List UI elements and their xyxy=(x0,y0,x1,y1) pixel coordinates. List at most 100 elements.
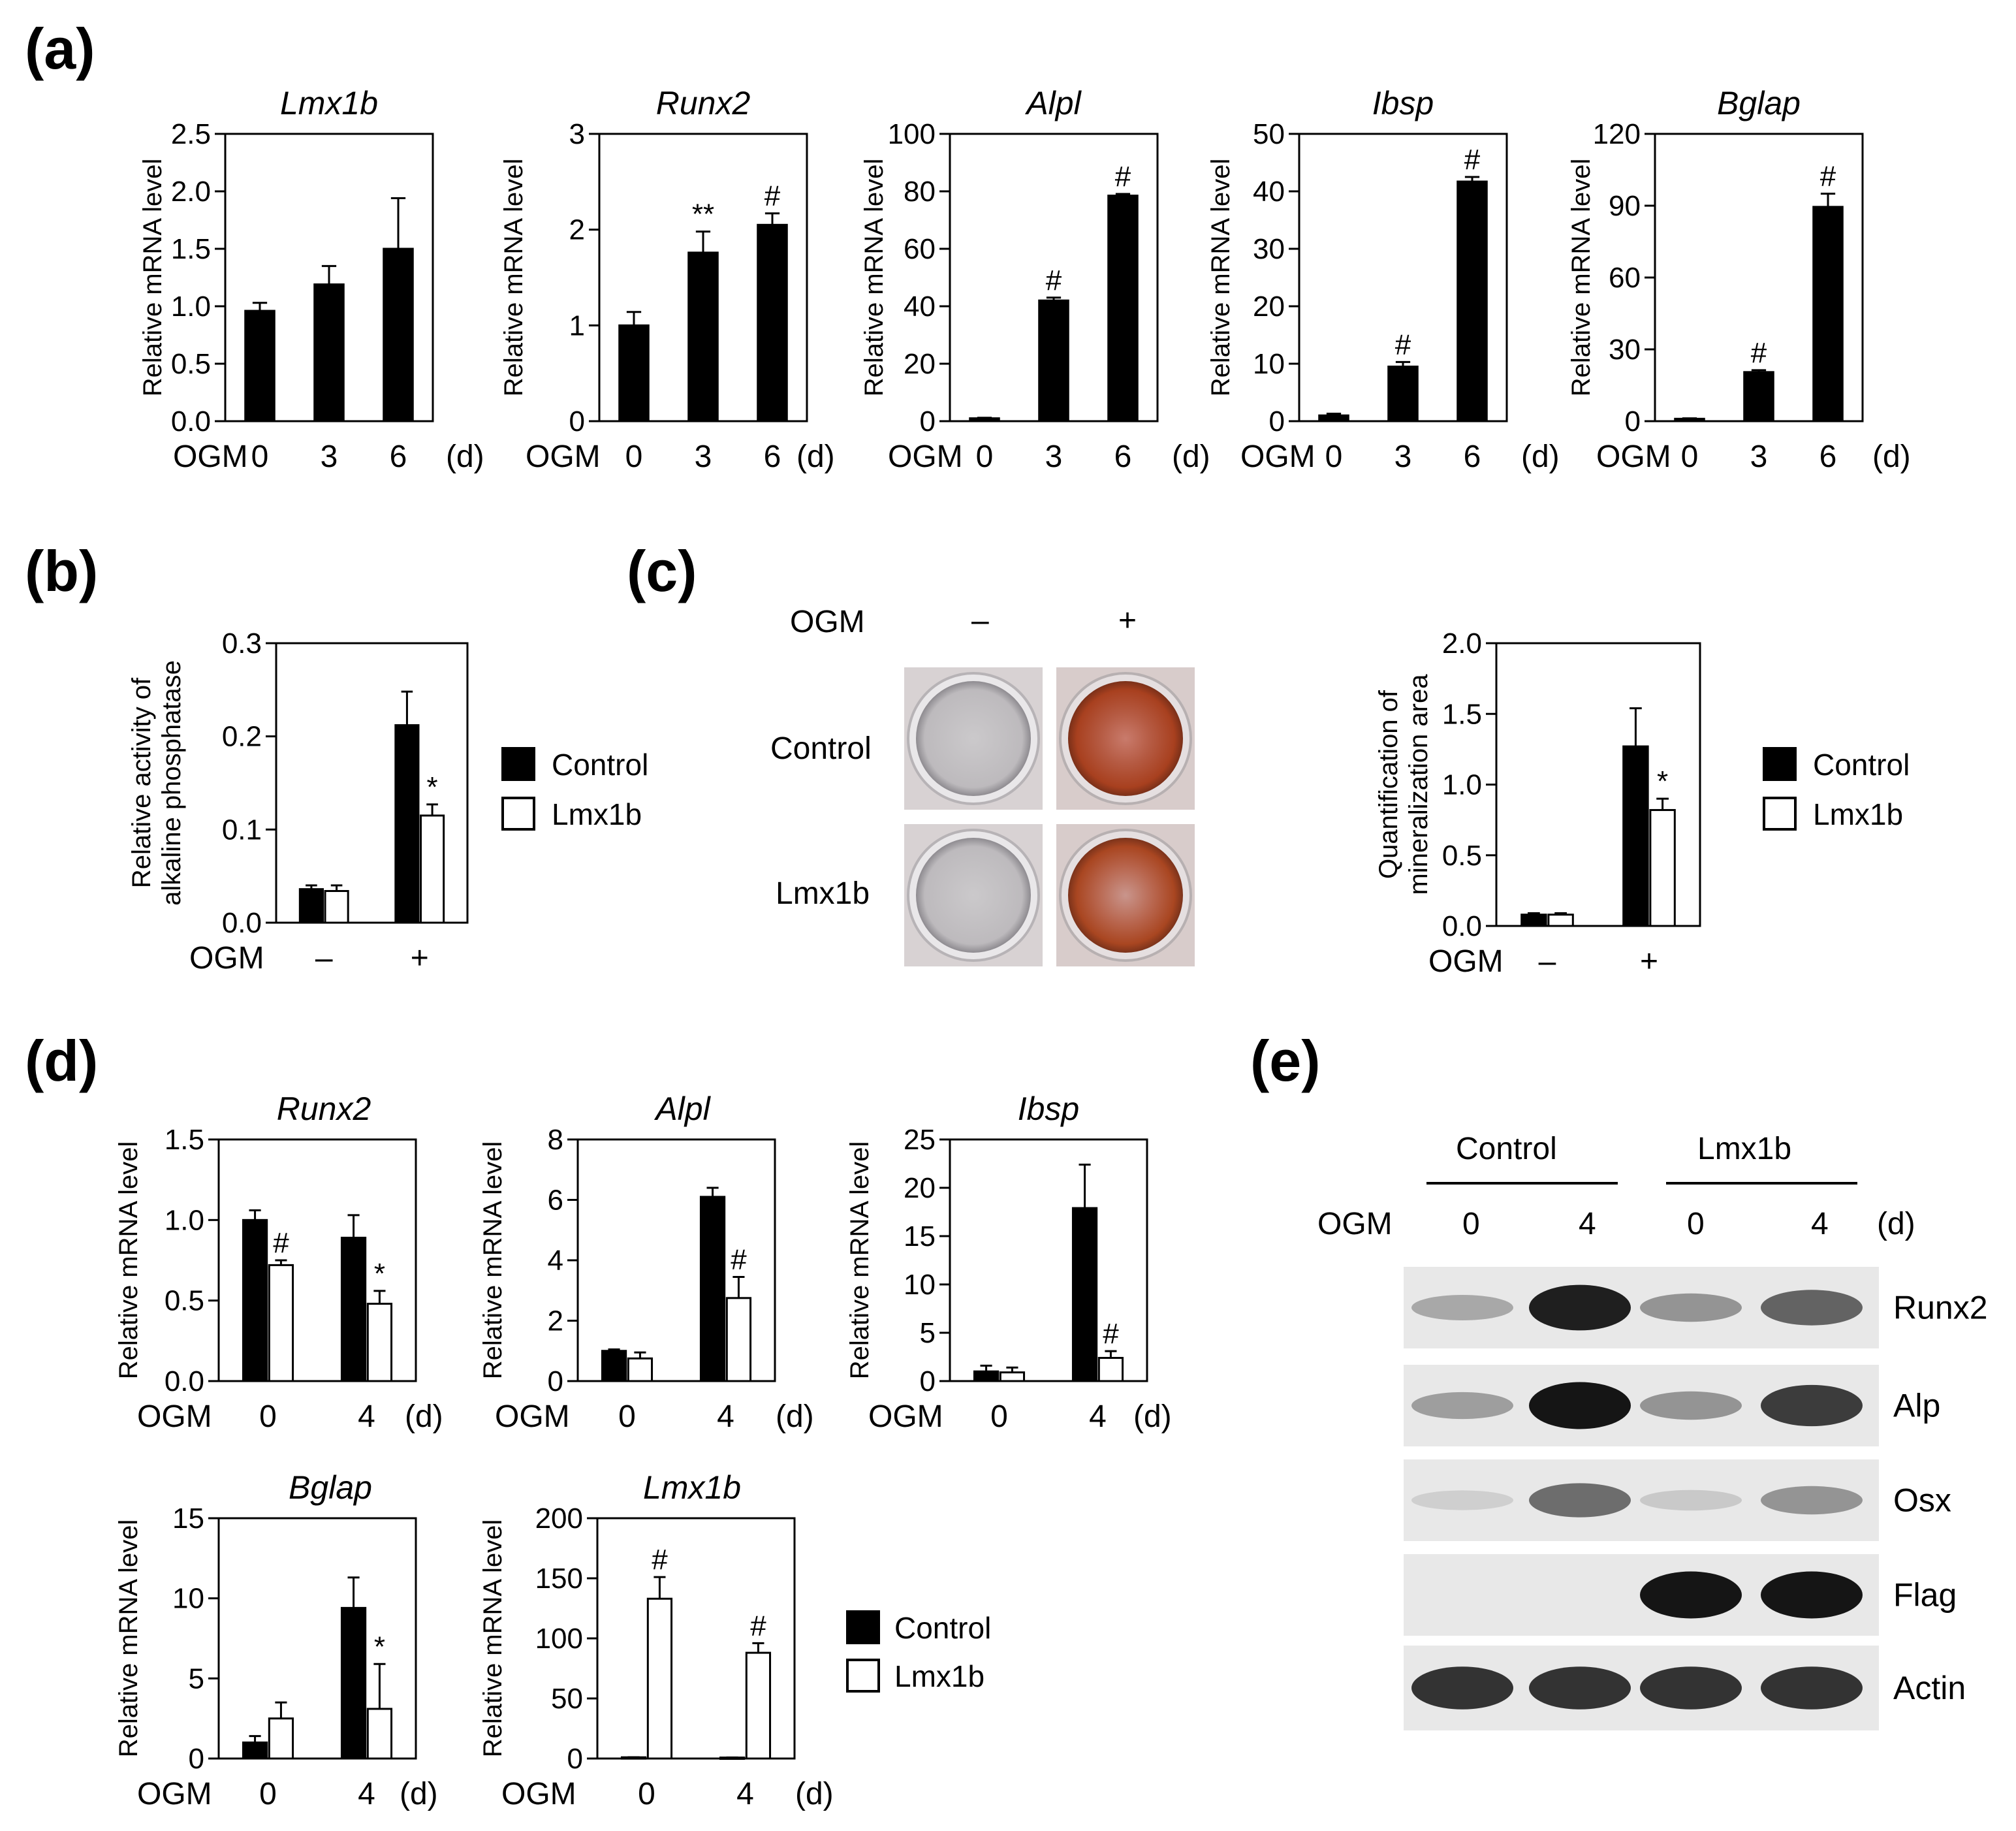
y-tick-label: 4 xyxy=(548,1245,563,1277)
significance-mark: # xyxy=(1464,144,1481,176)
x-tick-label: 3 xyxy=(1750,439,1768,474)
blot-band xyxy=(1640,1293,1742,1322)
y-tick-label: 10 xyxy=(1253,348,1285,380)
x-tick-label: + xyxy=(411,941,429,976)
legend-label-lmx1b: Lmx1b xyxy=(552,797,642,831)
y-tick-label: 6 xyxy=(548,1185,563,1217)
chart-b: 0.0 0.1 0.2 0.3 Relative activity ofalkaline… xyxy=(127,628,469,976)
day-unit: (d) xyxy=(776,1399,814,1434)
x-tick-label: 6 xyxy=(1819,439,1837,474)
well-control-plus xyxy=(1056,667,1195,810)
y-axis-label: Relative mRNA level xyxy=(499,159,528,397)
bar xyxy=(340,1236,367,1382)
legend-swatch-control xyxy=(846,1610,880,1644)
blot-band xyxy=(1411,1392,1513,1420)
y-tick-label: 1.5 xyxy=(171,233,211,265)
y-axis-label: Relative mRNA level xyxy=(479,1520,507,1758)
lane-label-3: 0 xyxy=(1687,1207,1705,1241)
x-tick-label: 4 xyxy=(1089,1399,1107,1434)
significance-mark: ** xyxy=(692,199,714,231)
x-tick-label: 4 xyxy=(736,1777,754,1811)
day-unit: (d) xyxy=(446,439,484,474)
y-tick-label: 60 xyxy=(904,233,936,265)
x-tick-label: 0 xyxy=(259,1777,277,1811)
y-tick-label: 0.0 xyxy=(171,406,211,438)
y-tick-label: 15 xyxy=(904,1220,936,1252)
col-label-minus: – xyxy=(971,603,989,638)
y-tick-label: 0.0 xyxy=(222,907,262,939)
blot-band xyxy=(1761,1571,1863,1619)
y-tick-label: 0.0 xyxy=(1442,910,1482,942)
bar xyxy=(699,1196,726,1382)
y-axis-label: Relative mRNA level xyxy=(845,1141,874,1380)
x-tick-label: 0 xyxy=(976,439,994,474)
y-axis-label: Relative mRNA level xyxy=(1567,159,1596,397)
y-tick-label: 0 xyxy=(920,406,936,438)
blot-label: Flag xyxy=(1893,1577,1957,1614)
significance-mark: # xyxy=(273,1227,289,1259)
blot-label: Actin xyxy=(1893,1670,1966,1706)
col-label-plus: + xyxy=(1118,603,1137,638)
y-tick-label: 0.5 xyxy=(165,1285,204,1317)
blot-band xyxy=(1761,1486,1863,1515)
x-tick-label: 6 xyxy=(1464,439,1481,474)
legend-swatch-control xyxy=(1763,747,1797,781)
plot-frame xyxy=(217,1138,417,1382)
day-unit: (d) xyxy=(1877,1207,1915,1241)
blot-band xyxy=(1640,1666,1742,1710)
y-tick-label: 90 xyxy=(1609,190,1641,222)
bar xyxy=(618,324,650,422)
y-axis-label-line: Relative activity of xyxy=(127,677,156,888)
y-tick-label: 0.0 xyxy=(165,1365,204,1397)
blot-label: Osx xyxy=(1893,1482,1951,1519)
y-axis-label-line: Quantification of xyxy=(1374,690,1403,879)
well-lmx1b-minus xyxy=(904,824,1043,966)
chart-title: Alpl xyxy=(1024,85,1082,121)
significance-mark: # xyxy=(1395,328,1411,360)
chart-title: Runx2 xyxy=(277,1091,371,1127)
x-tick-label: 6 xyxy=(390,439,407,474)
y-axis-label-line: mineralization area xyxy=(1404,674,1433,895)
bar xyxy=(687,251,719,422)
y-tick-label: 1.5 xyxy=(165,1124,204,1156)
ogm-label: OGM xyxy=(173,439,248,474)
blot-band xyxy=(1529,1666,1631,1710)
y-tick-label: 25 xyxy=(904,1124,936,1156)
significance-mark: # xyxy=(1103,1318,1119,1350)
blot-band xyxy=(1529,1284,1631,1331)
bar xyxy=(420,814,445,924)
y-tick-label: 50 xyxy=(551,1683,583,1715)
y-tick-label: 2.5 xyxy=(171,118,211,150)
x-tick-label: 3 xyxy=(1394,439,1412,474)
ogm-label: OGM xyxy=(137,1399,212,1434)
y-tick-label: 200 xyxy=(535,1503,583,1535)
y-tick-label: 80 xyxy=(904,176,936,208)
panel-label-b: (b) xyxy=(25,539,98,603)
x-tick-label: 0 xyxy=(625,439,643,474)
bar xyxy=(268,1717,294,1760)
bar xyxy=(1812,206,1844,422)
charts-layer: 0.0 0.5 1.0 1.5 2.0 2.5 Relative mRNA level Lmx… xyxy=(114,85,1911,1811)
blot-band xyxy=(1529,1483,1631,1518)
x-tick-label: 0 xyxy=(259,1399,277,1434)
chart-title: Runx2 xyxy=(656,85,751,121)
legend-label-control: Control xyxy=(1813,748,1910,782)
bar xyxy=(1743,371,1774,422)
y-tick-label: 2.0 xyxy=(1442,628,1482,660)
y-axis-label: Relative mRNA level xyxy=(114,1520,143,1758)
significance-mark: # xyxy=(1820,161,1836,193)
bar xyxy=(242,1218,268,1382)
ogm-label: OGM xyxy=(1317,1207,1393,1241)
y-tick-label: 0.1 xyxy=(222,814,262,846)
bar xyxy=(627,1357,654,1382)
bar xyxy=(366,1708,393,1760)
ogm-label: OGM xyxy=(501,1777,576,1811)
well-lmx1b-plus xyxy=(1056,824,1195,966)
panel-c-stain-images: OGM – + Control Lmx1b xyxy=(770,603,1195,966)
blot-band xyxy=(1411,1295,1513,1320)
bar xyxy=(383,247,414,422)
x-tick-label: – xyxy=(1539,944,1556,979)
y-tick-label: 1.0 xyxy=(171,291,211,323)
